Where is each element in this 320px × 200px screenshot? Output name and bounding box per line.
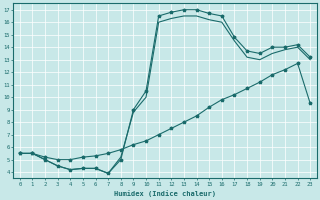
X-axis label: Humidex (Indice chaleur): Humidex (Indice chaleur) xyxy=(114,190,216,197)
